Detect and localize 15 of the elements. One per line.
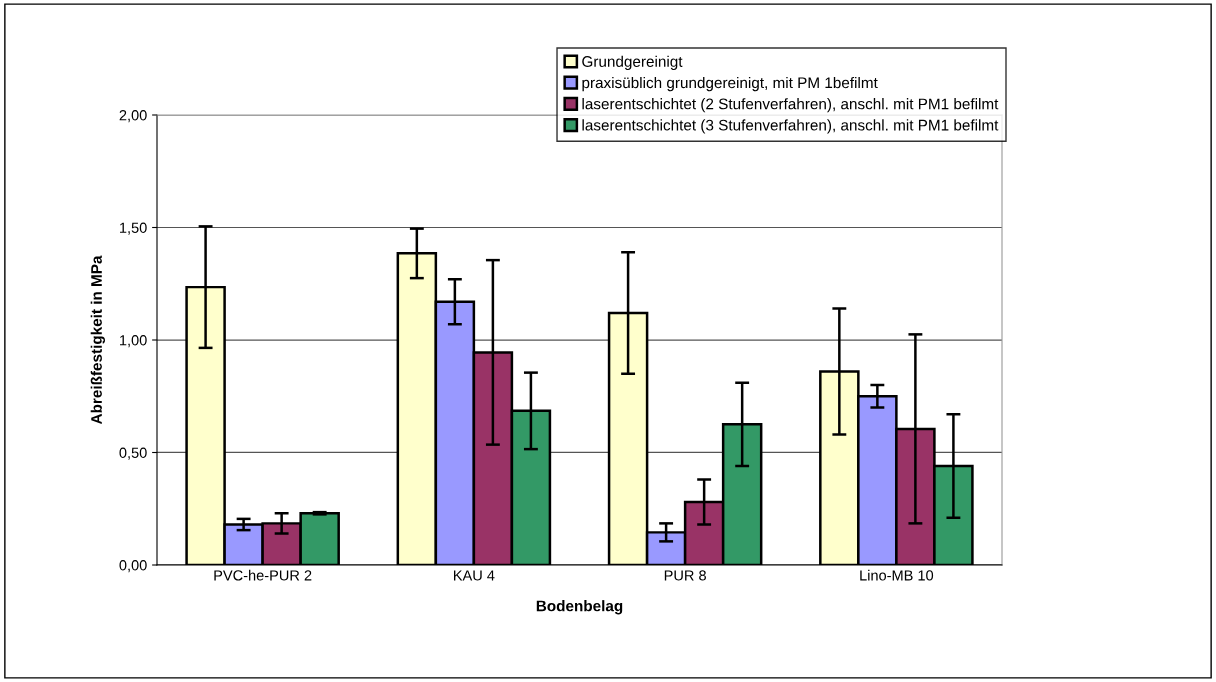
legend-label: Grundgereinigt xyxy=(582,55,683,70)
x-tick-label: PUR 8 xyxy=(664,570,706,581)
x-tick-label: PVC-he-PUR 2 xyxy=(214,569,312,581)
legend-label: laserentschichtet (3 Stufenverfahren), anschl. mit PM1 befilmt xyxy=(582,119,999,134)
legend-label: praxisüblich grundgereinigt, mit PM 1befilmt xyxy=(582,76,878,92)
legend-label: laserentschichtet (2 Stufenverfahren), anschl. mit PM1 befilmt xyxy=(582,98,999,113)
y-tick-label: 0,00 xyxy=(119,560,147,573)
x-axis-title: Bodenbelag xyxy=(536,600,623,615)
y-tick-label: 0,50 xyxy=(119,447,147,460)
y-axis-title: Abreißfestigkeit in MPa xyxy=(90,255,106,425)
y-tick-label: 1,00 xyxy=(120,335,147,348)
y-tick-label: 2,00 xyxy=(119,110,147,123)
y-tick-label: 1,50 xyxy=(120,222,147,235)
x-tick-label: KAU 4 xyxy=(454,570,495,581)
x-tick-label: Lino-MB 10 xyxy=(860,569,934,581)
